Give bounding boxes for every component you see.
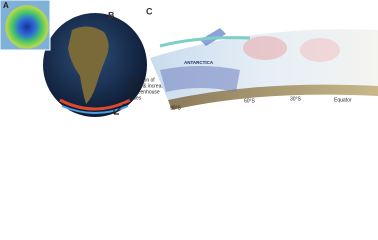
caption-line: gases	[128, 95, 142, 101]
surface	[168, 84, 378, 110]
panel-label: B	[108, 10, 115, 20]
current	[61, 105, 129, 114]
latitude-labels: 90°S 60°S 30°S Equator	[170, 96, 352, 111]
latitude-label: 60°S	[244, 98, 256, 104]
current	[59, 98, 131, 111]
warm-region	[243, 36, 287, 60]
arrow	[113, 103, 125, 115]
radiation-band	[159, 36, 251, 48]
continent	[68, 26, 109, 105]
panel-label: C	[146, 6, 153, 16]
latitude-label: 90°S	[170, 105, 182, 111]
panel-c: C ANTARCTICA 90°S 60°S 30°S Equator	[146, 6, 378, 111]
polar-cell	[160, 66, 240, 92]
region-label: ANTARCTICA	[184, 60, 214, 65]
warm-region	[300, 38, 340, 62]
ozone-map	[5, 5, 49, 49]
latitude-label: Equator	[334, 97, 352, 103]
panel-a: A	[0, 0, 51, 51]
latitude-label: 30°S	[290, 96, 302, 102]
caption-line: in greenhouse	[128, 89, 160, 95]
panel-label: A	[3, 1, 9, 10]
caption-line: ozone & increase	[128, 83, 167, 89]
caption-line: Depletion of	[128, 77, 155, 83]
